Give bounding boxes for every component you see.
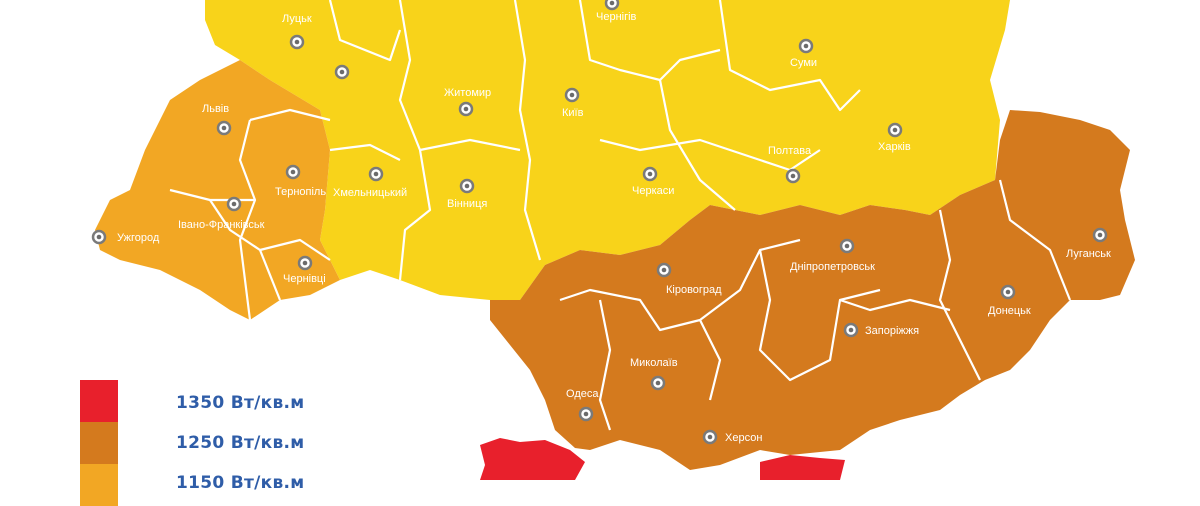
city-zhytomyr: Житомир — [444, 87, 491, 117]
city-label: Хмельницький — [333, 187, 407, 199]
city-marker-core — [463, 106, 469, 112]
city-marker-core — [339, 69, 345, 75]
city-label: Черкаси — [632, 185, 674, 197]
legend-label-1250: 1250 Вт/кв.м — [176, 433, 305, 453]
city-marker-core — [302, 260, 308, 266]
city-marker-core — [96, 234, 102, 240]
city-label: Вінниця — [447, 198, 487, 210]
city-label: Чернігів — [596, 11, 637, 23]
city-chernivtsi: Чернівці — [283, 255, 326, 285]
city-uzhhorod: Ужгород — [91, 229, 160, 245]
city-label: Суми — [790, 57, 817, 69]
city-kyiv: Київ — [562, 87, 584, 119]
city-kharkiv: Харків — [878, 122, 911, 153]
city-marker-core — [661, 267, 667, 273]
city-kirovohrad: Кіровоград — [656, 262, 722, 296]
zone-orange-west — [95, 60, 340, 320]
city-kherson: Херсон — [702, 429, 762, 445]
city-marker-core — [294, 39, 300, 45]
city-label: Миколаїв — [630, 357, 678, 369]
city-chernihiv: Чернігів — [596, 0, 637, 23]
city-label: Кіровоград — [666, 284, 722, 296]
city-donetsk: Донецьк — [988, 284, 1031, 317]
city-marker-core — [583, 411, 589, 417]
city-marker-core — [464, 183, 470, 189]
city-markers: Луцьк Чернігів Суми Житомир Київ Львів Тернопі… — [91, 0, 1111, 445]
city-marker-core — [231, 201, 237, 207]
city-marker-core — [290, 169, 296, 175]
city-zaporizhzhia: Запоріжжя — [843, 322, 919, 338]
city-ternopil: Тернопіль — [275, 164, 326, 198]
city-label: Івано-Франківськ — [178, 219, 265, 231]
city-mykolaiv: Миколаїв — [630, 357, 678, 391]
city-label: Донецьк — [988, 305, 1031, 317]
zone-red-crimea-east — [760, 455, 845, 480]
city-marker-core — [892, 127, 898, 133]
city-marker-core — [647, 171, 653, 177]
city-label: Луцьк — [282, 13, 312, 25]
city-marker-core — [221, 125, 227, 131]
ukraine-solar-map: Луцьк Чернігів Суми Житомир Київ Львів Тернопі… — [91, 0, 1135, 480]
city-marker-core — [803, 43, 809, 49]
city-marker-core — [609, 0, 615, 6]
city-marker-core — [790, 173, 796, 179]
city-label: Чернівці — [283, 273, 326, 285]
legend-swatch-1150 — [80, 464, 118, 506]
city-label: Луганськ — [1066, 248, 1111, 260]
legend-label-1150: 1150 Вт/кв.м — [176, 473, 305, 493]
city-label: Херсон — [725, 432, 762, 444]
city-marker-core — [655, 380, 661, 386]
city-label: Дніпропетровськ — [790, 261, 875, 273]
city-marker-core — [1005, 289, 1011, 295]
city-cherkasy: Черкаси — [632, 166, 674, 197]
city-lviv: Львів — [202, 103, 232, 136]
legend-swatch-1350 — [80, 380, 118, 422]
city-marker-core — [569, 92, 575, 98]
city-marker-core — [848, 327, 854, 333]
city-poltava: Полтава — [768, 145, 812, 184]
legend-swatch-1250 — [80, 422, 118, 464]
zone-red-crimea-west — [480, 438, 585, 480]
zone-darkorange-south-east — [490, 110, 1135, 470]
legend-label-1350: 1350 Вт/кв.м — [176, 393, 305, 413]
city-sumy: Суми — [790, 38, 817, 69]
city-khmelnytskyi: Хмельницький — [333, 166, 407, 199]
city-luhansk: Луганськ — [1066, 227, 1111, 260]
city-label: Житомир — [444, 87, 491, 99]
city-marker-core — [373, 171, 379, 177]
city-label: Київ — [562, 107, 584, 119]
city-vinnytsia: Вінниця — [447, 178, 487, 210]
city-label: Ужгород — [117, 232, 160, 244]
city-odesa: Одеса — [566, 388, 599, 422]
city-label: Полтава — [768, 145, 812, 157]
city-marker-core — [1097, 232, 1103, 238]
city-ivano-frankivsk: Івано-Франківськ — [178, 196, 265, 231]
region-borders — [169, 0, 1072, 431]
city-marker-core — [844, 243, 850, 249]
city-dnipropetrovsk: Дніпропетровськ — [790, 238, 875, 273]
city-label: Одеса — [566, 388, 599, 400]
city-label: Харків — [878, 141, 911, 153]
city-label: Львів — [202, 103, 229, 115]
city-label: Тернопіль — [275, 186, 326, 198]
city-rivne — [334, 64, 350, 80]
city-lutsk: Луцьк — [282, 13, 312, 50]
city-label: Запоріжжя — [865, 325, 919, 337]
city-marker-core — [707, 434, 713, 440]
